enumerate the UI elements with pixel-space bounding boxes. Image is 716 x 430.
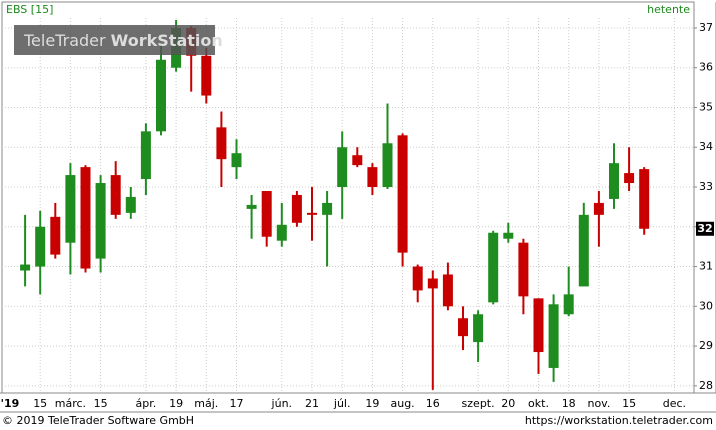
chart-title: EBS [15]: [6, 3, 53, 16]
candle-body: [412, 266, 423, 291]
x-tick-label: márc.: [55, 397, 86, 410]
x-tick-label: 16: [426, 397, 440, 410]
x-tick-label: dec.: [663, 397, 686, 410]
candle-body: [518, 242, 529, 297]
candle-body: [50, 216, 61, 255]
x-tick-label: ápr.: [136, 397, 157, 410]
candle-body: [593, 202, 604, 215]
candle-body: [458, 318, 468, 337]
candle-body: [382, 143, 393, 188]
x-tick-label: szept.: [462, 397, 495, 410]
watermark-box: [14, 25, 215, 55]
y-tick-label: 30: [699, 299, 713, 312]
candle-body: [291, 194, 302, 223]
candle-body: [533, 298, 544, 353]
marks: 28 29 30 31 32 33 34 35 36 37 '19 15 márc. 15 ápr. 19 má…: [1, 18, 714, 410]
x-tick-label: 15: [33, 397, 47, 410]
x-tick-label: 20: [501, 397, 515, 410]
candle-body: [65, 175, 76, 243]
x-tick-label: máj.: [194, 397, 218, 410]
period: hetente: [647, 3, 690, 16]
candle-body: [95, 183, 106, 259]
candle-body: [488, 232, 499, 303]
candle-body: [261, 190, 272, 237]
candle-body: [140, 131, 151, 180]
x-tick-label: '19: [1, 397, 20, 410]
y-tick-label: 37: [699, 21, 713, 34]
candle-body: [110, 175, 121, 215]
candle-body: [563, 294, 574, 315]
y-tick-label: 31: [699, 260, 713, 273]
candle-body: [156, 59, 166, 132]
candle-body: [639, 169, 650, 229]
x-tick-label: 18: [562, 397, 576, 410]
x-tick-label: jún.: [271, 397, 293, 410]
candle-body: [397, 135, 408, 253]
candle-body: [276, 224, 287, 241]
x-tick-label: 15: [94, 397, 108, 410]
x-tick-label: nov.: [587, 397, 610, 410]
x-tick-label: 15: [622, 397, 636, 410]
y-tick-label: 34: [699, 140, 713, 153]
footer-right: https://workstation.teletrader.com: [525, 414, 713, 427]
y-tick-label: 36: [699, 61, 713, 74]
watermark-brand: TeleTrader: [23, 31, 106, 50]
candle-body: [201, 55, 212, 96]
candle-body: [548, 304, 559, 368]
candle-body: [322, 202, 333, 215]
candle-body: [624, 173, 635, 184]
candle-body: [609, 163, 619, 199]
candle-body: [503, 232, 514, 239]
candle-body: [352, 155, 363, 166]
x-tick-label: 17: [230, 397, 244, 410]
candle-body: [246, 204, 257, 209]
candle-body: [473, 314, 484, 343]
x-tick-label: 19: [169, 397, 183, 410]
candle-body: [216, 127, 227, 160]
candle-body: [20, 264, 31, 271]
x-tick-label: okt.: [528, 397, 549, 410]
candle-body: [442, 274, 453, 307]
y-tick-label: 28: [699, 379, 713, 392]
last-price-box: [696, 221, 714, 236]
x-tick-label: aug.: [390, 397, 414, 410]
x-tick-label: 21: [305, 397, 319, 410]
candle-body: [125, 196, 136, 213]
x-tick-label: júl.: [333, 397, 351, 410]
candle-body: [578, 214, 589, 287]
y-tick-label: 35: [699, 100, 713, 113]
watermark-product: WorkStation: [111, 31, 223, 50]
candle-body: [427, 278, 438, 289]
candle-body: [35, 226, 46, 267]
last-price-label: 32: [697, 222, 712, 235]
candle-body: [231, 153, 242, 168]
candle-body: [367, 167, 378, 188]
y-tick-label: 33: [699, 180, 713, 193]
candle-body: [80, 167, 91, 269]
watermark: TeleTrader WorkStation: [23, 31, 223, 50]
x-tick-label: 19: [365, 397, 379, 410]
footer-left: © 2019 TeleTrader Software GmbH: [2, 414, 194, 427]
y-tick-label: 29: [699, 339, 713, 352]
candle-body: [307, 212, 317, 215]
candle-body: [337, 147, 348, 188]
